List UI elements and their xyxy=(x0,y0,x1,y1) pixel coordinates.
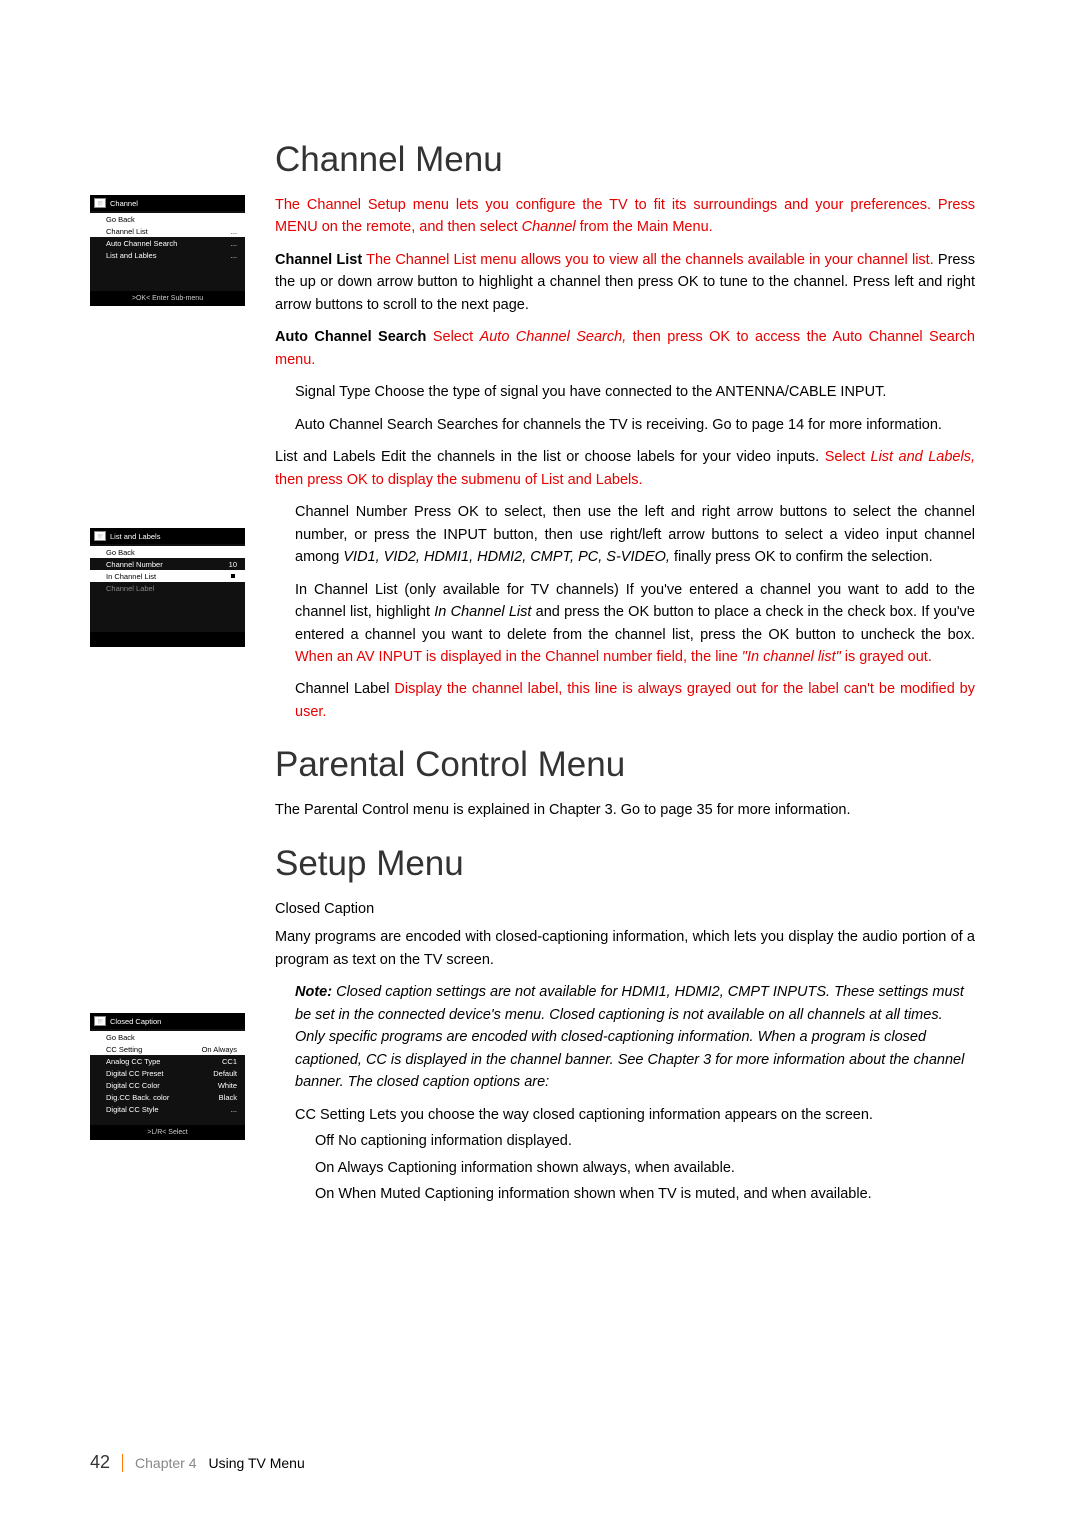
cc-setting-desc: CC Setting Lets you choose the way close… xyxy=(295,1104,975,1126)
menu-row: Go Back xyxy=(90,213,245,225)
menu-title: List and Labels xyxy=(110,532,160,541)
menu-title: Closed Caption xyxy=(110,1017,161,1026)
menu-footer: >L/R< Select xyxy=(90,1125,245,1140)
channel-label-desc: Channel Label Display the channel label,… xyxy=(295,678,975,723)
closed-caption-menu-screenshot: Closed Caption Go Back CC SettingOn Alwa… xyxy=(90,1013,245,1140)
parental-control-desc: The Parental Control menu is explained i… xyxy=(275,799,975,821)
cc-on-muted-desc: On When Muted Captioning information sho… xyxy=(315,1183,975,1205)
menu-row: Channel Number10 xyxy=(90,558,245,570)
footer-title: Using TV Menu xyxy=(209,1455,305,1471)
auto-channel-search-sub-desc: Auto Channel Search Searches for channel… xyxy=(295,414,975,436)
closed-caption-note: Note: Closed caption settings are not av… xyxy=(295,981,975,1093)
menu-row: Digital CC PresetDefault xyxy=(90,1067,245,1079)
heading-channel-menu: Channel Menu xyxy=(275,140,975,180)
auto-channel-search-desc: Auto Channel Search Select Auto Channel … xyxy=(275,326,975,371)
menu-header: Channel xyxy=(90,195,245,211)
menu-row: Digital CC Style... xyxy=(90,1103,245,1115)
checkbox-icon xyxy=(229,572,237,580)
menu-row: Go Back xyxy=(90,1031,245,1043)
menu-row: In Channel List xyxy=(90,570,245,582)
channel-number-desc: Channel Number Press OK to select, then … xyxy=(295,501,975,568)
menu-row: Auto Channel Search... xyxy=(90,237,245,249)
in-channel-list-desc: In Channel List (only available for TV c… xyxy=(295,579,975,669)
heading-setup-menu: Setup Menu xyxy=(275,844,975,884)
page-number: 42 xyxy=(90,1452,110,1473)
menu-header: List and Labels xyxy=(90,528,245,544)
menu-row: List and Lables... xyxy=(90,249,245,261)
menu-footer xyxy=(90,632,245,647)
menu-row: Channel List... xyxy=(90,225,245,237)
tv-icon xyxy=(94,531,106,541)
menu-footer: >OK< Enter Sub-menu xyxy=(90,291,245,306)
page-footer: 42 Chapter 4 Using TV Menu xyxy=(90,1452,305,1473)
channel-list-desc: Channel List The Channel List menu allow… xyxy=(275,249,975,316)
closed-caption-subheading: Closed Caption xyxy=(275,898,975,920)
closed-caption-intro: Many programs are encoded with closed-ca… xyxy=(275,926,975,971)
channel-intro: The Channel Setup menu lets you configur… xyxy=(275,194,975,239)
channel-menu-screenshot: Channel Go Back Channel List... Auto Cha… xyxy=(90,195,245,306)
menu-title: Channel xyxy=(110,199,138,208)
menu-row: Analog CC TypeCC1 xyxy=(90,1055,245,1067)
footer-divider xyxy=(122,1454,123,1472)
menu-row: Digital CC ColorWhite xyxy=(90,1079,245,1091)
cc-icon xyxy=(94,1016,106,1026)
menu-row: Channel Label xyxy=(90,582,245,594)
list-and-labels-desc: List and Labels Edit the channels in the… xyxy=(275,446,975,491)
menu-header: Closed Caption xyxy=(90,1013,245,1029)
tv-icon xyxy=(94,198,106,208)
menu-row: Dig.CC Back. colorBlack xyxy=(90,1091,245,1103)
cc-off-desc: Off No captioning information displayed. xyxy=(315,1130,975,1152)
list-labels-menu-screenshot: List and Labels Go Back Channel Number10… xyxy=(90,528,245,647)
heading-parental-control: Parental Control Menu xyxy=(275,745,975,785)
menu-row: Go Back xyxy=(90,546,245,558)
signal-type-desc: Signal Type Choose the type of signal yo… xyxy=(295,381,975,403)
menu-row: CC SettingOn Always xyxy=(90,1043,245,1055)
cc-on-always-desc: On Always Captioning information shown a… xyxy=(315,1157,975,1179)
chapter-label: Chapter 4 xyxy=(135,1455,196,1471)
